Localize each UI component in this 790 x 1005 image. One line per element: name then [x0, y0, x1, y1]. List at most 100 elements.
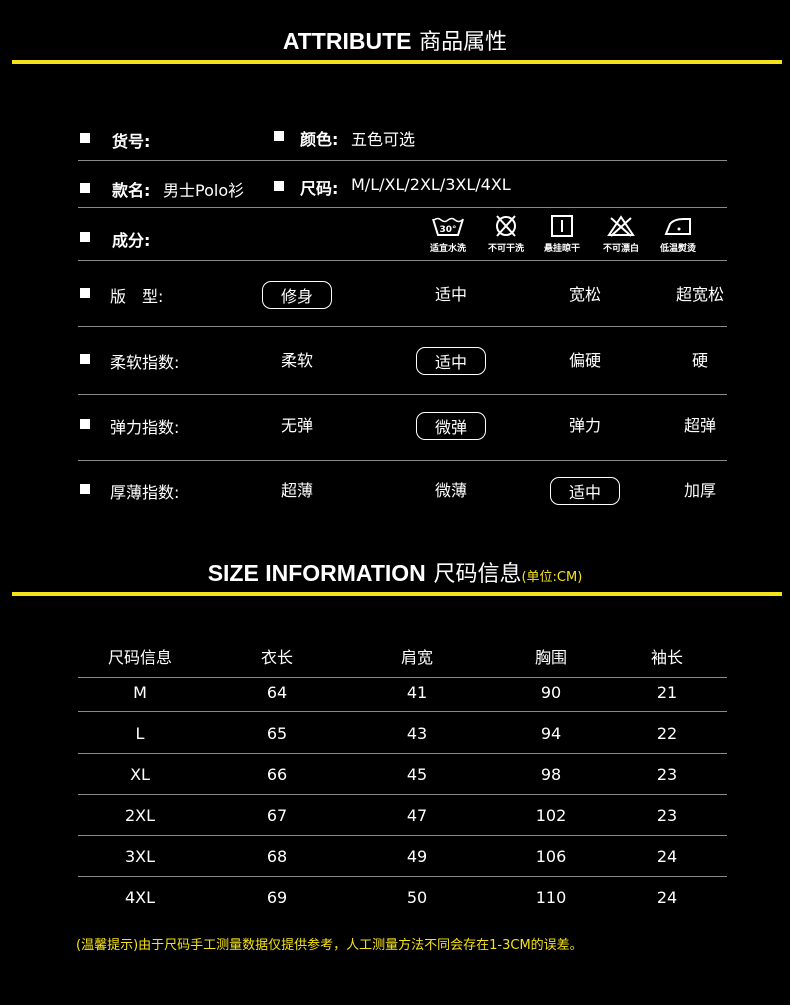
scale-option: 柔软 — [280, 351, 314, 370]
size-label: 尺码: — [300, 179, 339, 198]
table-cell: 94 — [540, 724, 562, 743]
scale-option: 超弹 — [683, 416, 717, 435]
divider — [78, 394, 727, 395]
table-cell: 110 — [535, 888, 567, 907]
divider — [78, 711, 727, 712]
table-header: 肩宽 — [400, 648, 434, 667]
svg-text:30°: 30° — [439, 225, 456, 235]
scale-label: 版 型: — [110, 287, 164, 306]
style-label: 款名: — [112, 181, 151, 200]
divider — [78, 207, 727, 208]
care-dry-clean: 不可干洗 — [481, 214, 531, 254]
divider — [78, 460, 727, 461]
scale-option: 加厚 — [683, 481, 717, 500]
table-cell: 24 — [656, 888, 678, 907]
scale-option: 宽松 — [568, 285, 602, 304]
table-cell: 2XL — [124, 806, 156, 825]
table-cell: 65 — [266, 724, 288, 743]
selected-option: 修身 — [261, 281, 333, 309]
scale-label: 厚薄指数: — [110, 483, 180, 502]
style-value: 男士Polo衫 — [163, 181, 245, 200]
table-cell: 45 — [406, 765, 428, 784]
divider — [78, 160, 727, 161]
divider — [12, 592, 782, 596]
table-cell: L — [135, 724, 145, 743]
wash-30-icon: 30° — [432, 217, 464, 236]
table-cell: 47 — [406, 806, 428, 825]
care-hang-dry: 悬挂晾干 — [537, 214, 587, 254]
table-cell: 68 — [266, 847, 288, 866]
divider — [78, 794, 727, 795]
care-wash: 30° 适宜水洗 — [423, 214, 473, 254]
size-value: M/L/XL/2XL/3XL/4XL — [351, 175, 511, 194]
bullet — [80, 183, 90, 193]
table-cell: 23 — [656, 806, 678, 825]
bullet — [80, 354, 90, 364]
unit-label: (单位:CM) — [521, 570, 583, 585]
color-label: 颜色: — [300, 130, 339, 149]
table-header: 袖长 — [650, 648, 684, 667]
table-cell: 50 — [406, 888, 428, 907]
table-header: 衣长 — [260, 648, 294, 667]
color-value: 五色可选 — [351, 130, 416, 149]
table-cell: 98 — [540, 765, 562, 784]
table-cell: 3XL — [124, 847, 156, 866]
size-title: SIZE INFORMATION 尺码信息(单位:CM) — [207, 560, 583, 587]
material-label: 成分: — [112, 231, 151, 250]
table-cell: 21 — [656, 683, 678, 702]
bullet — [80, 484, 90, 494]
table-cell: M — [133, 683, 147, 702]
care-iron: 低温熨烫 — [653, 214, 703, 254]
bullet — [274, 131, 284, 141]
scale-option: 无弹 — [280, 416, 314, 435]
bullet — [80, 232, 90, 242]
table-cell: XL — [130, 765, 150, 784]
divider — [78, 835, 727, 836]
bullet — [274, 181, 284, 191]
no-bleach-icon — [607, 215, 635, 237]
selected-option: 微弹 — [415, 412, 487, 440]
selected-option: 适中 — [415, 347, 487, 375]
scale-option: 弹力 — [568, 416, 602, 435]
table-cell: 66 — [266, 765, 288, 784]
hang-dry-icon — [551, 215, 573, 237]
scale-option: 超薄 — [280, 481, 314, 500]
divider — [78, 677, 727, 678]
bullet — [80, 419, 90, 429]
table-cell: 90 — [540, 683, 562, 702]
table-cell: 4XL — [124, 888, 156, 907]
care-bleach: 不可漂白 — [596, 214, 646, 254]
selected-option: 适中 — [549, 477, 621, 505]
table-cell: 106 — [535, 847, 567, 866]
scale-option: 偏硬 — [568, 351, 602, 370]
table-cell: 49 — [406, 847, 428, 866]
scale-label: 柔软指数: — [110, 353, 180, 372]
table-cell: 67 — [266, 806, 288, 825]
table-header: 尺码信息 — [107, 648, 173, 667]
table-cell: 43 — [406, 724, 428, 743]
divider — [78, 753, 727, 754]
scale-option: 硬 — [691, 351, 709, 370]
scale-option: 微薄 — [434, 481, 468, 500]
table-cell: 69 — [266, 888, 288, 907]
item-no-label: 货号: — [112, 132, 151, 151]
bullet — [80, 133, 90, 143]
low-iron-icon — [664, 218, 691, 235]
measurement-note: (温馨提示)由于尺码手工测量数据仅提供参考，人工测量方法不同会存在1-3CM的误… — [76, 938, 583, 953]
bullet — [80, 288, 90, 298]
table-cell: 41 — [406, 683, 428, 702]
divider — [12, 60, 782, 64]
scale-option: 适中 — [434, 285, 468, 304]
table-header: 胸围 — [534, 648, 568, 667]
table-cell: 102 — [535, 806, 567, 825]
table-cell: 22 — [656, 724, 678, 743]
divider — [78, 260, 727, 261]
attribute-title: ATTRIBUTE 商品属性 — [282, 28, 508, 55]
no-dry-clean-icon — [496, 215, 516, 237]
divider — [78, 876, 727, 877]
divider — [78, 326, 727, 327]
table-cell: 64 — [266, 683, 288, 702]
table-cell: 24 — [656, 847, 678, 866]
scale-label: 弹力指数: — [110, 418, 180, 437]
scale-option: 超宽松 — [675, 285, 725, 304]
